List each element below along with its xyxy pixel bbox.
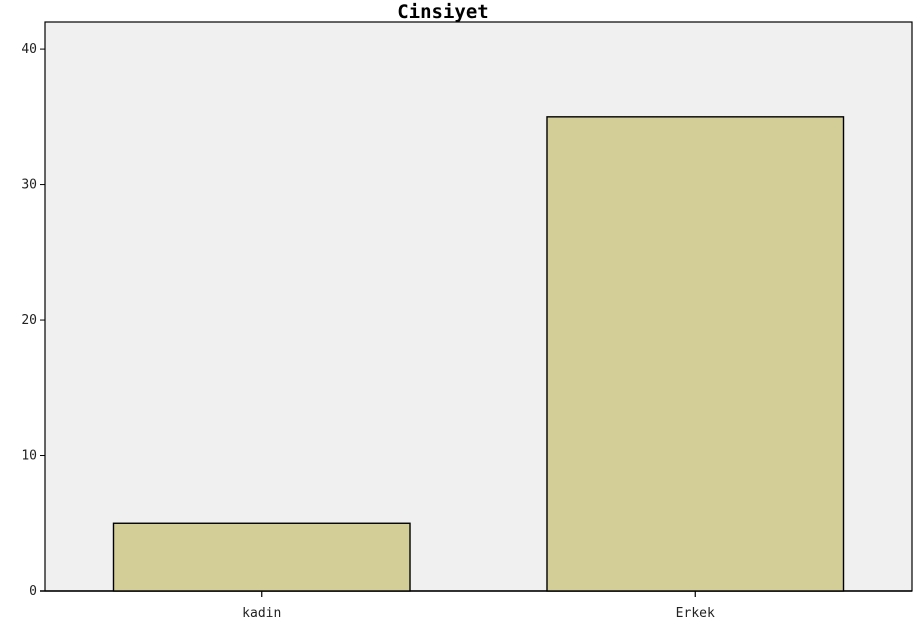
chart-title: Cinsiyet xyxy=(397,1,489,23)
y-tick-label: 30 xyxy=(21,178,37,193)
x-tick-label: Erkek xyxy=(676,606,715,621)
y-tick-label: 20 xyxy=(21,313,37,328)
y-tick-label: 40 xyxy=(21,42,37,57)
x-axis: kadin Erkek xyxy=(40,590,912,621)
y-axis: 0 10 20 30 40 xyxy=(21,42,45,599)
y-tick-label: 0 xyxy=(29,584,37,599)
y-tick-label: 10 xyxy=(21,449,37,464)
bar-kadin xyxy=(112,522,411,592)
x-tick-label: kadin xyxy=(242,606,281,621)
bars xyxy=(112,116,845,592)
bar-erkek xyxy=(546,116,845,592)
